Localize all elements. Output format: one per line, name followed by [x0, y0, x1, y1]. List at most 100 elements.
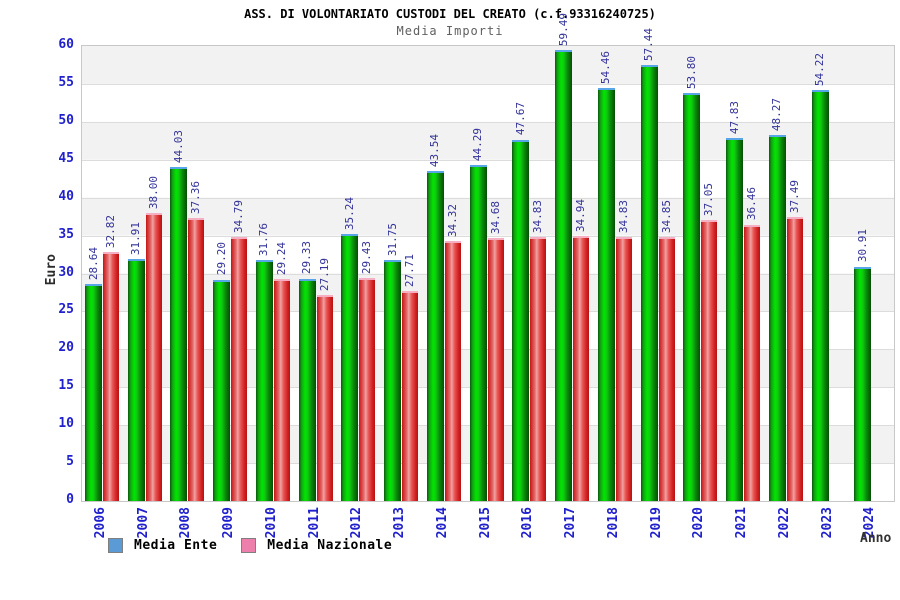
bar-media-ente-2006 [85, 283, 102, 501]
y-tick-10: 10 [58, 416, 74, 432]
x-tick-2012: 2012 [349, 507, 365, 539]
x-tick-2013: 2013 [392, 507, 408, 539]
y-tick-25: 25 [58, 302, 74, 318]
y-tick-15: 15 [58, 378, 74, 394]
x-tick-2011: 2011 [306, 507, 322, 539]
bar-value-label: 34.83 [616, 199, 630, 233]
bar-value-label: 31.91 [129, 221, 143, 256]
bar-value-label: 35.24 [342, 196, 356, 230]
gridline [82, 235, 894, 237]
bar-value-label: 37.36 [189, 180, 203, 214]
bar-value-label: 29.24 [274, 242, 288, 276]
y-tick-30: 30 [58, 264, 74, 280]
bar-media-nazionale-2013 [402, 290, 419, 501]
legend: Media Ente Media Nazionale [108, 538, 416, 553]
legend-item-media-nazionale: Media Nazionale [241, 538, 392, 553]
y-tick-5: 5 [66, 454, 74, 470]
gridline [82, 159, 894, 161]
bar-value-label: 38.00 [146, 175, 160, 209]
x-tick-2022: 2022 [776, 507, 792, 539]
bar-value-label: 54.22 [813, 52, 827, 86]
bar-value-label: 43.54 [428, 133, 442, 167]
bar-media-ente-2015 [469, 165, 487, 501]
bar-media-nazionale-2016 [530, 236, 547, 501]
bar-value-label: 47.67 [513, 102, 527, 136]
bar-value-label: 27.19 [317, 257, 331, 291]
legend-item-media-ente: Media Ente [108, 538, 217, 553]
bar-value-label: 30.91 [855, 229, 869, 263]
y-tick-20: 20 [58, 340, 74, 356]
bar-media-nazionale-2010 [273, 279, 290, 501]
bar-media-ente-2022 [768, 134, 786, 501]
bar-media-nazionale-2014 [444, 240, 461, 501]
y-tick-60: 60 [58, 37, 74, 52]
bar-value-label: 44.29 [471, 128, 485, 162]
x-tick-2009: 2009 [221, 507, 237, 539]
bar-media-nazionale-2011 [316, 294, 333, 501]
legend-label-media-nazionale: Media Nazionale [267, 538, 393, 553]
bar-media-ente-2011 [298, 278, 316, 501]
bar-media-nazionale-2020 [701, 220, 718, 501]
media-nazionale-swatch-icon [241, 538, 257, 553]
bar-media-ente-2021 [726, 138, 744, 501]
bar-value-label: 37.05 [702, 182, 716, 217]
chart-subtitle: Media Importi [396, 24, 504, 38]
bar-media-nazionale-2009 [231, 237, 248, 501]
bar-media-nazionale-2019 [658, 236, 675, 501]
bar-media-nazionale-2017 [573, 236, 590, 501]
x-tick-2010: 2010 [263, 507, 279, 539]
bar-media-nazionale-2022 [786, 216, 803, 501]
x-tick-2020: 2020 [691, 507, 707, 539]
y-tick-55: 55 [58, 74, 74, 90]
bar-media-ente-2017 [555, 49, 573, 501]
bar-value-label: 59.49 [556, 12, 570, 46]
bar-media-nazionale-2015 [487, 238, 504, 501]
x-tick-2021: 2021 [734, 507, 750, 539]
bar-media-nazionale-2007 [145, 212, 162, 501]
bar-media-ente-2014 [426, 170, 444, 501]
bar-media-ente-2013 [384, 260, 402, 501]
bar-value-label: 31.76 [257, 223, 271, 257]
bar-media-ente-2016 [512, 139, 530, 501]
bar-media-nazionale-2012 [359, 277, 376, 501]
bar-media-ente-2023 [811, 89, 829, 501]
x-axis-title: Anno [860, 531, 892, 546]
bar-media-ente-2019 [640, 65, 658, 501]
page-title: ASS. DI VOLONTARIATO CUSTODI DEL CREATO … [244, 7, 656, 21]
bar-value-label: 54.46 [599, 50, 613, 85]
bar-value-label: 44.03 [171, 129, 185, 164]
bar-media-ente-2007 [127, 259, 145, 501]
legend-label-media-ente: Media Ente [134, 538, 218, 553]
bar-media-nazionale-2006 [103, 252, 119, 501]
plot-area: 28.64 32.82 31.91 38.00 44.03 37.36 29.20 34.79… [81, 13, 895, 502]
bar-media-ente-2008 [170, 167, 188, 501]
bar-value-label: 53.80 [684, 55, 698, 90]
bar-value-label: 34.79 [232, 200, 246, 234]
media-ente-swatch-icon [108, 538, 123, 553]
x-tick-2007: 2007 [135, 507, 151, 539]
x-tick-2017: 2017 [563, 507, 579, 539]
bar-value-label: 29.20 [214, 242, 228, 276]
bar-value-label: 47.83 [727, 101, 741, 135]
bar-value-label: 29.43 [360, 240, 374, 274]
bar-value-label: 31.75 [385, 223, 399, 257]
x-tick-2014: 2014 [434, 507, 450, 539]
x-tick-2016: 2016 [520, 507, 536, 539]
gridline [82, 121, 894, 123]
x-tick-2015: 2015 [477, 507, 493, 539]
bar-value-label: 34.85 [659, 199, 673, 233]
bar-media-ente-2024 [854, 266, 872, 501]
bar-value-label: 29.33 [300, 241, 314, 275]
y-tick-50: 50 [58, 112, 74, 128]
bar-value-label: 37.49 [787, 179, 801, 213]
bar-value-label: 27.71 [403, 253, 417, 287]
x-tick-2006: 2006 [93, 507, 108, 539]
bar-value-label: 34.83 [531, 199, 545, 233]
y-tick-45: 45 [58, 150, 74, 166]
bar-media-ente-2018 [597, 88, 615, 501]
x-tick-2023: 2023 [819, 507, 835, 539]
bar-media-nazionale-2008 [188, 217, 205, 501]
bar-media-ente-2020 [683, 93, 701, 501]
bar-value-label: 28.64 [86, 246, 100, 280]
gridline [82, 83, 894, 85]
